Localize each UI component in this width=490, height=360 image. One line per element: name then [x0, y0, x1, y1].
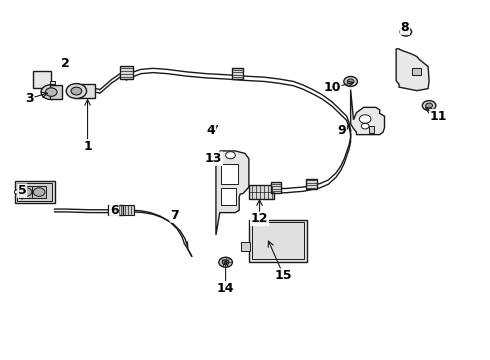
Circle shape — [33, 188, 45, 196]
Bar — [221, 188, 236, 205]
Bar — [19, 186, 33, 198]
Bar — [108, 205, 123, 215]
Circle shape — [41, 85, 61, 100]
Circle shape — [222, 260, 229, 265]
Polygon shape — [351, 90, 385, 135]
Bar — [123, 205, 134, 215]
Bar — [369, 126, 374, 133]
Bar — [15, 188, 20, 196]
Circle shape — [344, 77, 357, 86]
Polygon shape — [396, 49, 429, 91]
Bar — [270, 182, 281, 193]
Text: 15: 15 — [275, 269, 293, 282]
Bar — [221, 164, 238, 184]
Circle shape — [225, 152, 235, 159]
Text: 4: 4 — [207, 124, 216, 137]
Bar — [249, 185, 274, 199]
Bar — [241, 242, 250, 251]
Bar — [249, 220, 307, 261]
Bar — [50, 85, 62, 99]
Text: 13: 13 — [205, 152, 222, 165]
Circle shape — [46, 88, 57, 96]
Circle shape — [422, 100, 436, 111]
Bar — [232, 68, 243, 79]
Bar — [15, 181, 54, 203]
Circle shape — [403, 30, 409, 34]
Bar — [33, 71, 51, 88]
Bar — [50, 81, 55, 84]
Text: 10: 10 — [323, 81, 341, 94]
Circle shape — [361, 123, 369, 129]
Circle shape — [71, 87, 82, 95]
Circle shape — [359, 115, 371, 123]
Bar — [120, 66, 133, 79]
Bar — [306, 179, 317, 189]
Circle shape — [14, 190, 20, 194]
Circle shape — [347, 79, 354, 84]
Text: 7: 7 — [171, 209, 179, 222]
Text: 5: 5 — [18, 184, 26, 197]
Text: 8: 8 — [400, 21, 409, 34]
Text: 6: 6 — [110, 204, 119, 217]
Text: 2: 2 — [61, 57, 70, 69]
Circle shape — [400, 28, 412, 36]
Circle shape — [219, 257, 232, 267]
Bar — [75, 84, 95, 99]
Text: 11: 11 — [430, 110, 447, 123]
Text: 9: 9 — [338, 124, 346, 137]
Circle shape — [426, 103, 433, 108]
Text: 1: 1 — [83, 140, 92, 153]
Text: 12: 12 — [251, 212, 269, 225]
Bar — [32, 186, 46, 198]
Circle shape — [20, 188, 32, 196]
Bar — [412, 68, 421, 76]
Bar — [252, 222, 304, 260]
Polygon shape — [216, 151, 249, 235]
Bar — [17, 183, 52, 201]
Text: 14: 14 — [217, 282, 234, 294]
Circle shape — [66, 84, 87, 99]
Text: 3: 3 — [25, 92, 34, 105]
